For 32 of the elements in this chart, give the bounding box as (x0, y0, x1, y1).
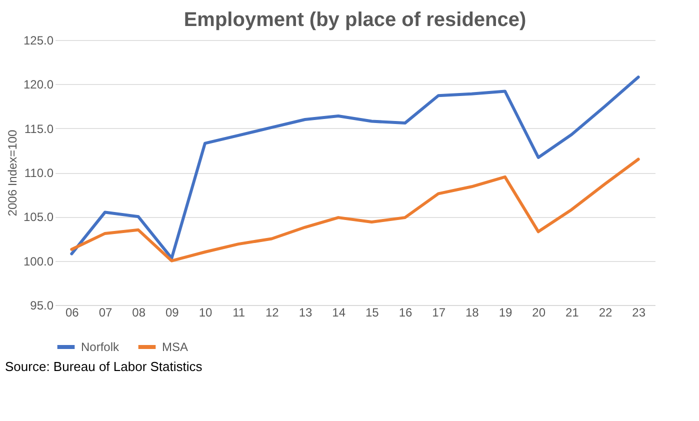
source-note: Source: Bureau of Labor Statistics (5, 359, 203, 374)
x-tick-label: 21 (565, 306, 580, 320)
x-tick-label: 18 (465, 306, 480, 320)
x-tick-label: 22 (598, 306, 612, 320)
line-series (70, 158, 640, 262)
x-tick-label: 08 (132, 306, 146, 320)
x-tick-label: 06 (65, 306, 80, 320)
y-tick-label: 100.0 (23, 254, 54, 268)
line-series (70, 76, 640, 260)
x-tick-label: 23 (632, 306, 646, 320)
legend-label: Norfolk (81, 340, 120, 354)
y-tick-label: 115.0 (24, 122, 54, 136)
x-tick-label: 17 (432, 306, 446, 320)
x-tick-label: 16 (398, 306, 412, 320)
x-tick-label: 14 (332, 306, 346, 320)
x-tick-label: 15 (365, 306, 380, 320)
x-tick-label: 13 (298, 306, 312, 320)
chart-title: Employment (by place of residence) (184, 9, 526, 31)
y-tick-label: 125.0 (23, 34, 54, 48)
x-tick-label: 12 (265, 306, 280, 320)
y-axis-title: 2006 Index=100 (5, 129, 20, 216)
x-tick-label: 09 (165, 306, 180, 320)
x-tick-label: 20 (532, 306, 546, 320)
y-tick-label: 120.0 (23, 78, 54, 92)
x-tick-label: 11 (232, 306, 246, 320)
y-tick-label: 105.0 (23, 210, 54, 224)
x-tick-label: 10 (198, 306, 212, 320)
y-tick-label: 110.0 (24, 166, 54, 180)
x-tick-label: 19 (498, 306, 512, 320)
y-tick-label: 95.0 (30, 298, 54, 312)
legend-label: MSA (162, 340, 188, 354)
x-tick-label: 07 (98, 306, 112, 320)
